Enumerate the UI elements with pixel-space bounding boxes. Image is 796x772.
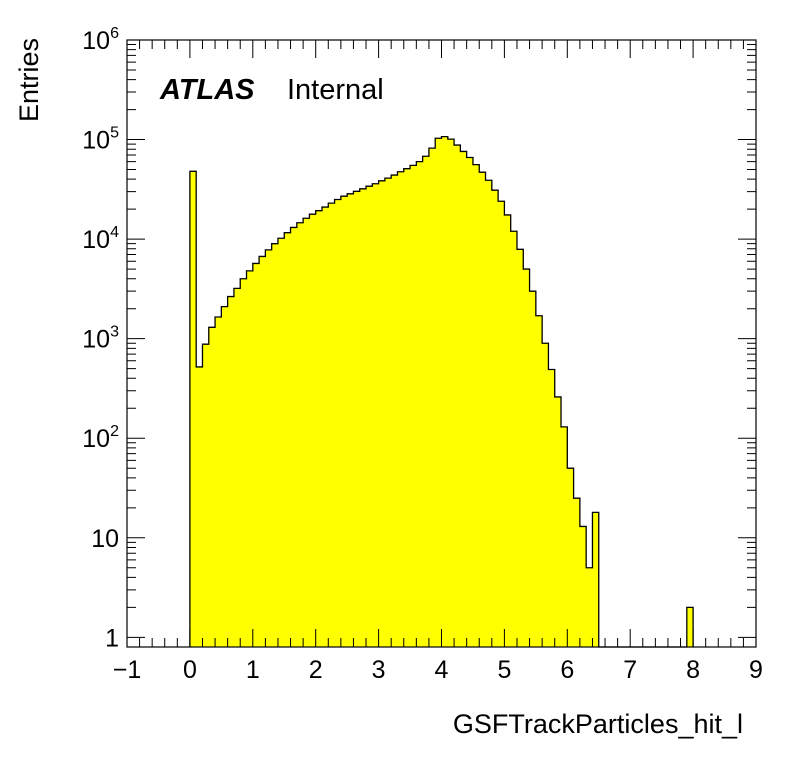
histogram-bin <box>573 498 581 647</box>
histogram-bin <box>259 256 266 647</box>
histogram-bin <box>428 148 436 647</box>
histogram-bin <box>422 156 430 647</box>
histogram-bin <box>208 327 216 647</box>
histogram-bin <box>227 296 235 647</box>
histogram-bin <box>454 145 461 647</box>
x-axis-title: GSFTrackParticles_hit_l <box>453 709 743 739</box>
histogram-bin <box>290 227 298 647</box>
histogram-bin <box>196 366 203 647</box>
x-tick-label: 1 <box>246 656 260 684</box>
histogram-bins <box>189 135 694 648</box>
atlas-label: ATLAS <box>159 74 255 106</box>
histogram-bin <box>284 232 291 648</box>
histogram-bin <box>686 607 694 647</box>
histogram-bin <box>340 196 348 648</box>
histogram-bin <box>479 172 486 648</box>
x-tick-label: 4 <box>435 656 449 684</box>
histogram-bin <box>554 396 562 647</box>
histogram-bin <box>523 269 530 647</box>
histogram-bin <box>189 171 197 647</box>
histogram-bin <box>202 344 210 647</box>
histogram-bin <box>240 278 247 647</box>
histogram-bin <box>447 139 455 647</box>
histogram-bin <box>359 188 367 648</box>
histogram-bin <box>403 168 411 647</box>
histogram-bin <box>372 183 379 647</box>
histogram-bin <box>435 138 442 647</box>
y-tick-labels: 1 10 102 103 104 105 106 <box>82 25 119 652</box>
y-axis-title: Entries <box>14 38 44 122</box>
histogram-bin <box>466 157 474 647</box>
y-tick-label: 104 <box>82 224 119 254</box>
histogram-bin <box>303 218 310 647</box>
histogram-bin <box>516 249 524 647</box>
x-tick-label: 2 <box>309 656 323 684</box>
histogram-bin <box>347 193 354 647</box>
histogram-bin <box>221 306 229 647</box>
histogram-bin <box>309 214 317 647</box>
x-tick-label: 5 <box>497 656 511 684</box>
histogram-bin <box>252 263 260 647</box>
histogram-bin <box>586 567 593 647</box>
histogram-bin <box>542 343 549 647</box>
x-tick-label: −1 <box>113 656 142 684</box>
plot-frame <box>126 39 757 648</box>
histogram-bin <box>592 512 600 647</box>
histogram-bin <box>472 164 480 648</box>
y-tick-label: 105 <box>82 125 119 155</box>
x-tick-label: 6 <box>560 656 574 684</box>
histogram-bin <box>271 243 279 648</box>
histogram-bin <box>485 180 493 648</box>
x-tick-label: 9 <box>749 656 763 684</box>
histogram-bin <box>277 238 285 647</box>
histogram-bin <box>315 210 323 647</box>
histogram-bin <box>529 291 537 647</box>
histogram-outline <box>189 135 694 648</box>
histogram-bin <box>441 136 449 647</box>
histogram-bin <box>334 199 342 647</box>
y-tick-label: 106 <box>82 25 119 55</box>
internal-label: Internal <box>287 74 384 106</box>
histogram-bin <box>321 207 329 648</box>
histogram-bin <box>491 190 499 647</box>
histogram-bin <box>510 231 518 648</box>
histogram-bin <box>233 288 241 647</box>
histogram-bin <box>535 315 543 647</box>
histogram-bin <box>416 161 424 648</box>
histogram-bin <box>215 317 222 647</box>
x-tick-label: 7 <box>623 656 637 684</box>
x-tick-label: 3 <box>372 656 386 684</box>
x-tick-label: 8 <box>686 656 700 684</box>
histogram-bin <box>328 203 335 647</box>
histogram-bin <box>296 222 304 647</box>
histogram-bin <box>561 426 568 647</box>
histogram-bin <box>498 201 505 647</box>
histogram-bin <box>548 369 556 647</box>
histogram-bin <box>504 214 512 647</box>
histogram-bin <box>579 526 587 647</box>
histogram-bin <box>378 180 386 647</box>
histogram-bin <box>460 151 468 647</box>
histogram-bin <box>410 165 417 647</box>
y-tick-label: 10 <box>91 525 119 553</box>
x-tick-label: 0 <box>183 656 197 684</box>
histogram-bin <box>391 175 398 648</box>
y-tick-label: 1 <box>105 624 119 652</box>
y-tick-label: 103 <box>82 324 119 354</box>
x-tick-labels: −1 0 1 2 3 4 5 6 7 8 9 <box>113 656 763 684</box>
histogram-bin <box>366 186 373 647</box>
histogram-bin <box>246 270 254 647</box>
histogram-bin <box>265 249 273 647</box>
histogram-bin <box>567 468 574 647</box>
histogram-bin <box>353 191 361 647</box>
histogram-bin <box>384 178 392 648</box>
histogram-bin <box>397 171 405 647</box>
y-tick-label: 102 <box>82 423 119 453</box>
